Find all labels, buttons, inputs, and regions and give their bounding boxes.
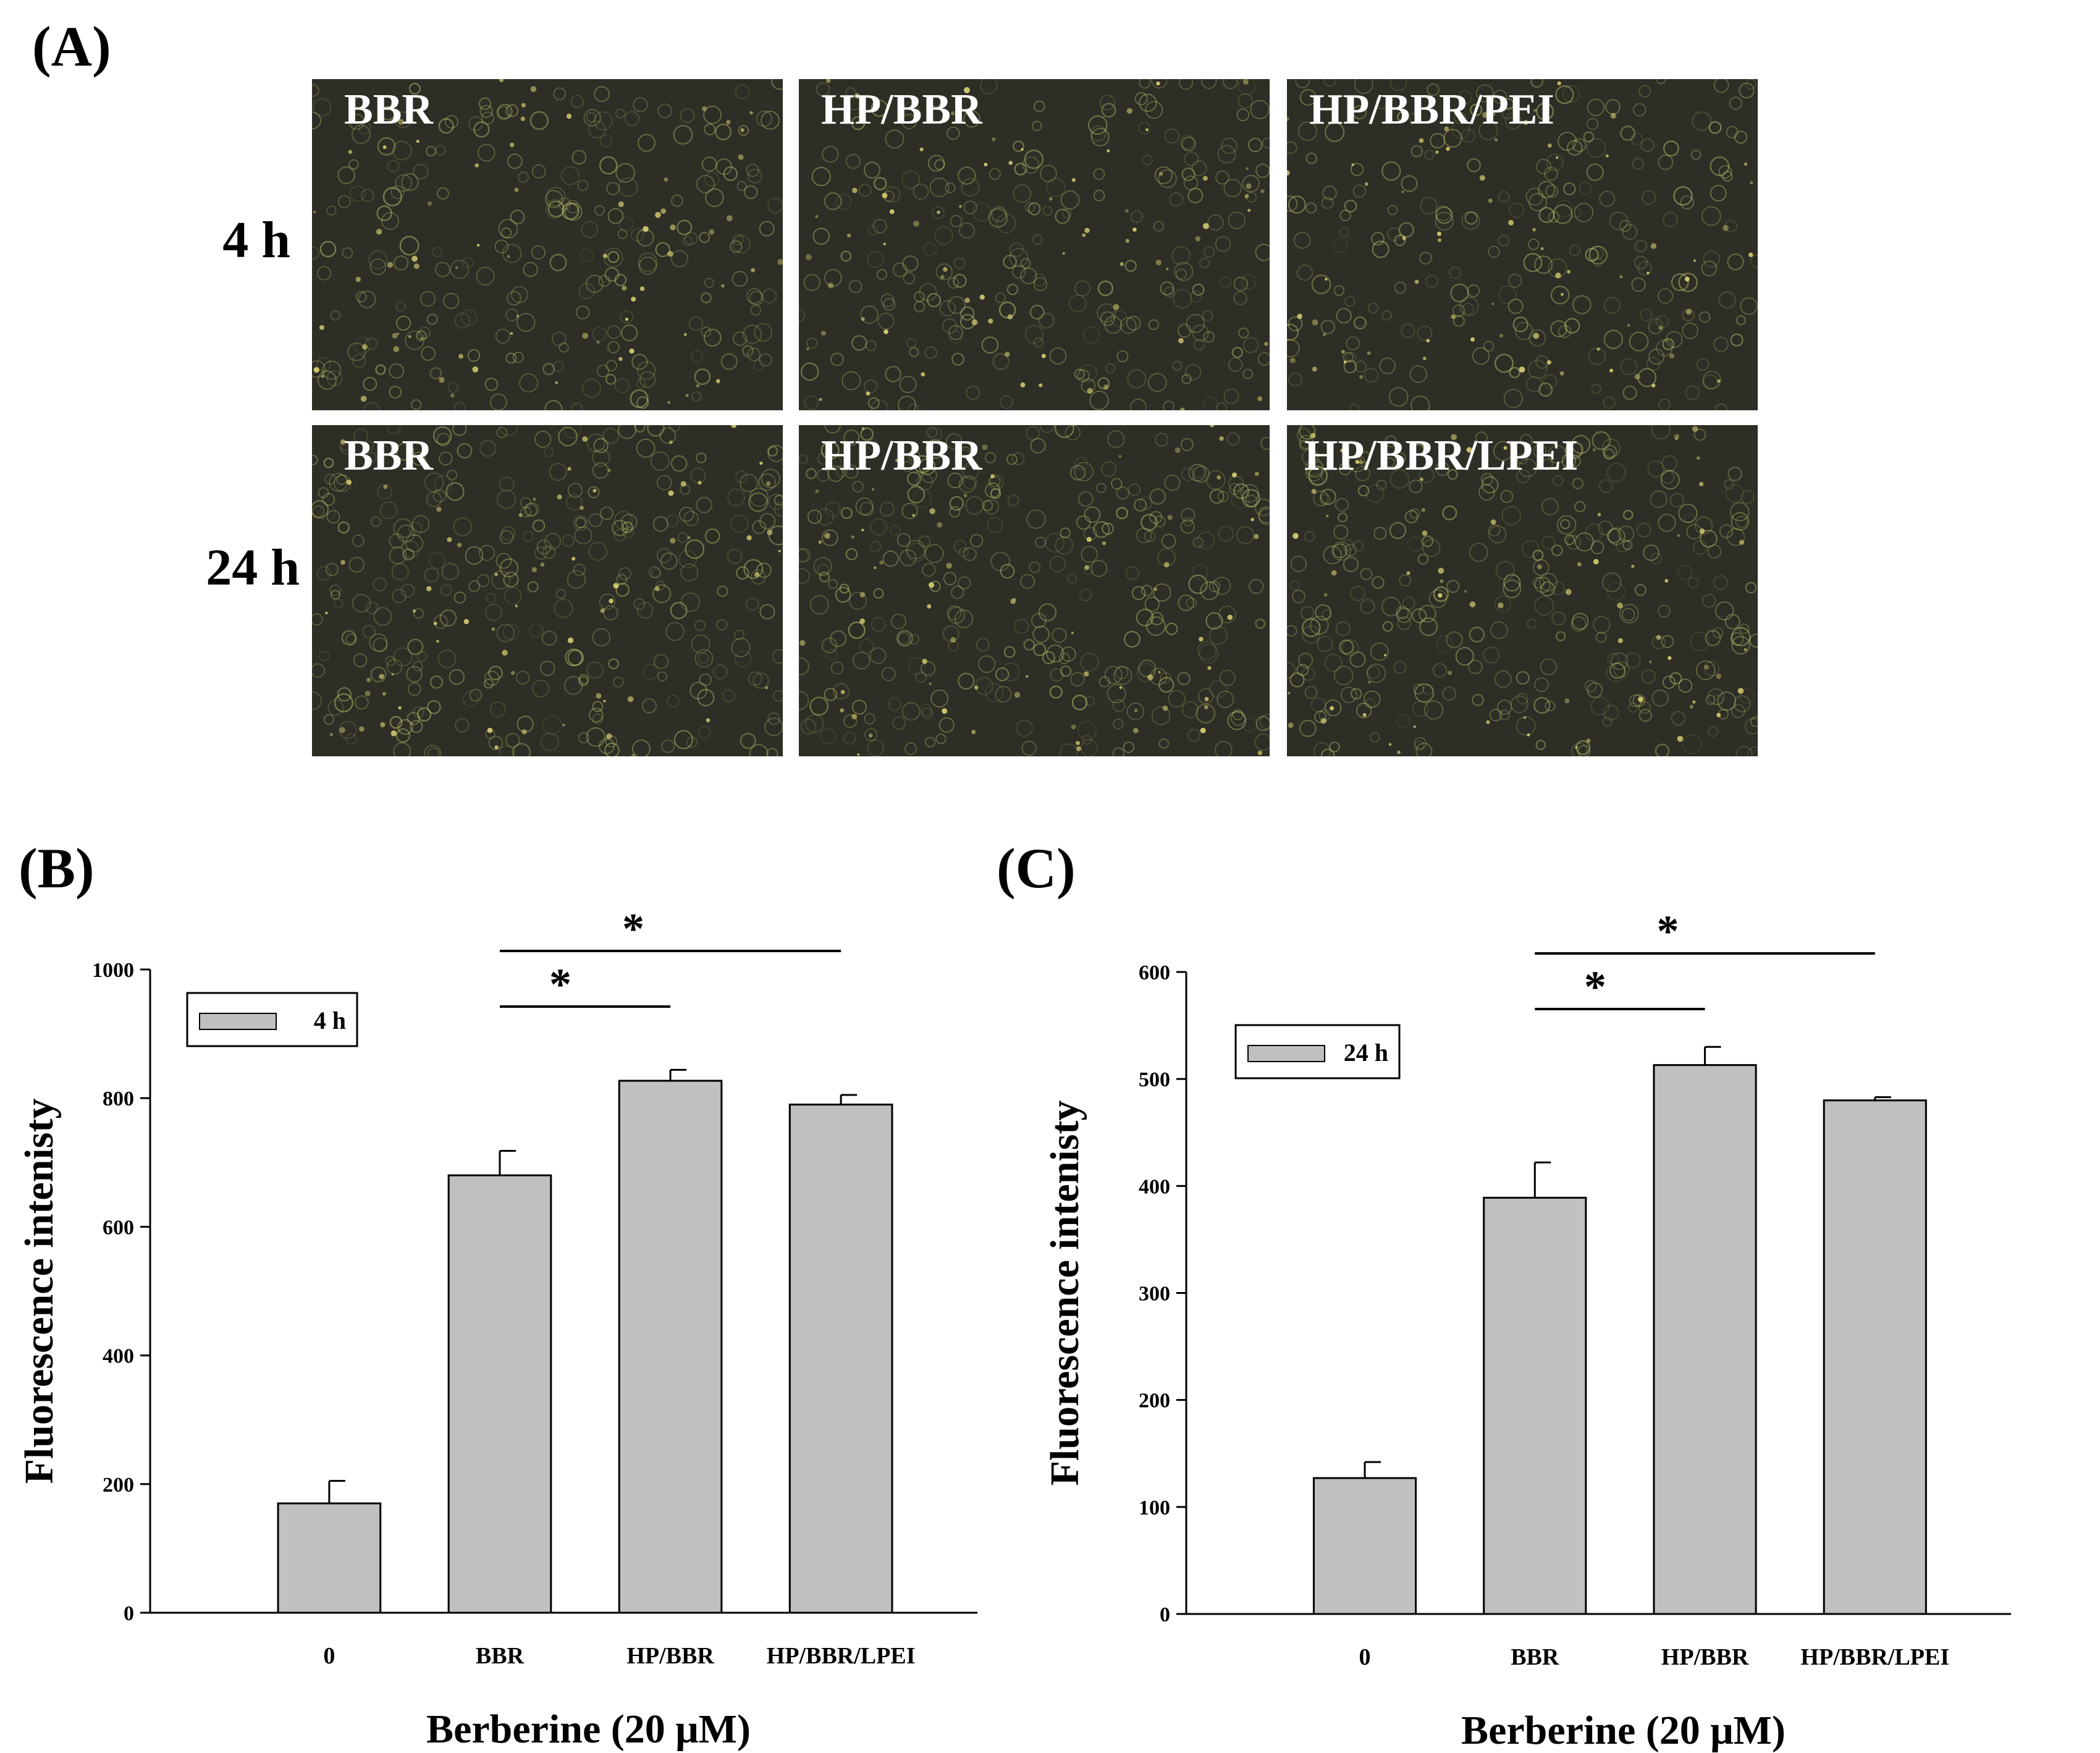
micrograph-texture [1287, 425, 1758, 756]
micrograph-texture [799, 425, 1270, 756]
micrograph-4h-bbr: BBR [312, 79, 783, 410]
panel-b-label: (B) [19, 837, 95, 900]
y-tick-label: 400 [103, 1345, 134, 1368]
cell-cluster [799, 425, 1270, 756]
micrograph-label: HP/BBR [821, 86, 982, 133]
cell-cluster [312, 79, 783, 410]
micrograph-texture [312, 79, 783, 410]
cell-cluster [1287, 425, 1758, 756]
y-tick-label: 600 [1139, 961, 1170, 984]
y-tick-label: 400 [1139, 1175, 1170, 1198]
y-axis-title: Fluorescence intenisty [17, 1099, 62, 1484]
micrograph-24h-bbr: BBR [312, 425, 783, 756]
panel-c-label: (C) [997, 837, 1076, 900]
micrograph-4h-hp-bbr: HP/BBR [799, 79, 1270, 410]
y-tick-label: 0 [124, 1602, 134, 1625]
cell-cluster [1287, 79, 1758, 410]
y-tick-label: 1000 [92, 959, 134, 982]
legend: 4 h [186, 992, 358, 1047]
micrograph-background [312, 79, 783, 410]
y-tick-label: 500 [1139, 1068, 1170, 1091]
x-tick-label: HP/BBR [1661, 1644, 1749, 1670]
y-tick-label: 200 [1139, 1390, 1170, 1413]
micrograph-texture [312, 425, 783, 756]
micrograph-label: BBR [344, 86, 433, 133]
bar [788, 1104, 893, 1614]
bar [1483, 1196, 1587, 1615]
y-tick-label: 100 [1139, 1497, 1170, 1519]
legend-label: 4 h [314, 1007, 346, 1034]
x-tick-label: HP/BBR/LPEI [1800, 1644, 1949, 1670]
bar-chart-4h: 0 200 400 600 800 1000 0 BBR HP/BBR HP/BBR/LPEI * *… [17, 915, 977, 1752]
significance-star: * [622, 915, 644, 953]
cell-cluster [312, 425, 783, 756]
x-tick-label: BBR [1511, 1644, 1559, 1670]
micrograph-label: HP/BBR [821, 432, 982, 479]
x-axis-title: Berberine (20 μM) [1461, 1708, 1786, 1753]
micrograph-label: HP/BBR/LPEI [1304, 432, 1579, 479]
micrograph-background [312, 425, 783, 756]
y-tick-label: 300 [1139, 1283, 1170, 1306]
bar [1823, 1099, 1927, 1615]
x-tick-label: HP/BBR [626, 1643, 714, 1669]
row-label-4h: 4 h [222, 211, 290, 269]
x-tick-label: BBR [476, 1643, 525, 1669]
legend-swatch [199, 1013, 277, 1030]
bar-chart-24h: 0 100 200 300 400 500 600 0 BBR HP/BBR HP/BBR/LPEI… [1042, 915, 2011, 1753]
legend: 24 h [1234, 1024, 1401, 1079]
y-tick-label: 0 [1160, 1603, 1170, 1626]
row-label-24h: 24 h [206, 539, 300, 596]
x-tick-label: HP/BBR/LPEI [767, 1643, 916, 1669]
micrograph-label: HP/BBR/PEI [1309, 86, 1554, 133]
bar [447, 1174, 552, 1614]
panel-a-label: (A) [32, 15, 111, 78]
significance-star: * [549, 960, 571, 1009]
y-tick-label: 800 [103, 1088, 134, 1110]
micrograph-label: BBR [344, 432, 433, 479]
micrograph-texture [1287, 79, 1758, 410]
micrograph-texture [799, 79, 1270, 410]
x-tick-label: 0 [1359, 1644, 1371, 1670]
y-axis-title: Fluorescence intenisty [1042, 1100, 1087, 1486]
micrograph-background [1287, 425, 1758, 756]
micrograph-background [1287, 79, 1758, 410]
bar [618, 1079, 723, 1614]
micrograph-24h-hp-bbr: HP/BBR [799, 425, 1270, 756]
bar [1312, 1477, 1417, 1615]
micrograph-4h-hp-bbr-pei: HP/BBR/PEI [1287, 79, 1758, 410]
micrograph-background [799, 425, 1270, 756]
significance-star: * [1657, 915, 1679, 956]
significance-star: * [1584, 962, 1606, 1012]
bar [277, 1502, 382, 1614]
legend-swatch [1247, 1045, 1325, 1062]
y-tick-label: 200 [103, 1474, 134, 1497]
cell-cluster [799, 79, 1270, 410]
micrograph-24h-hp-bbr-lpei: HP/BBR/LPEI [1287, 425, 1758, 756]
x-tick-label: 0 [323, 1643, 335, 1669]
micrograph-background [799, 79, 1270, 410]
x-axis-title: Berberine (20 μM) [426, 1707, 751, 1752]
legend-label: 24 h [1344, 1039, 1388, 1067]
bar [1653, 1064, 1757, 1615]
y-tick-label: 600 [103, 1216, 134, 1239]
